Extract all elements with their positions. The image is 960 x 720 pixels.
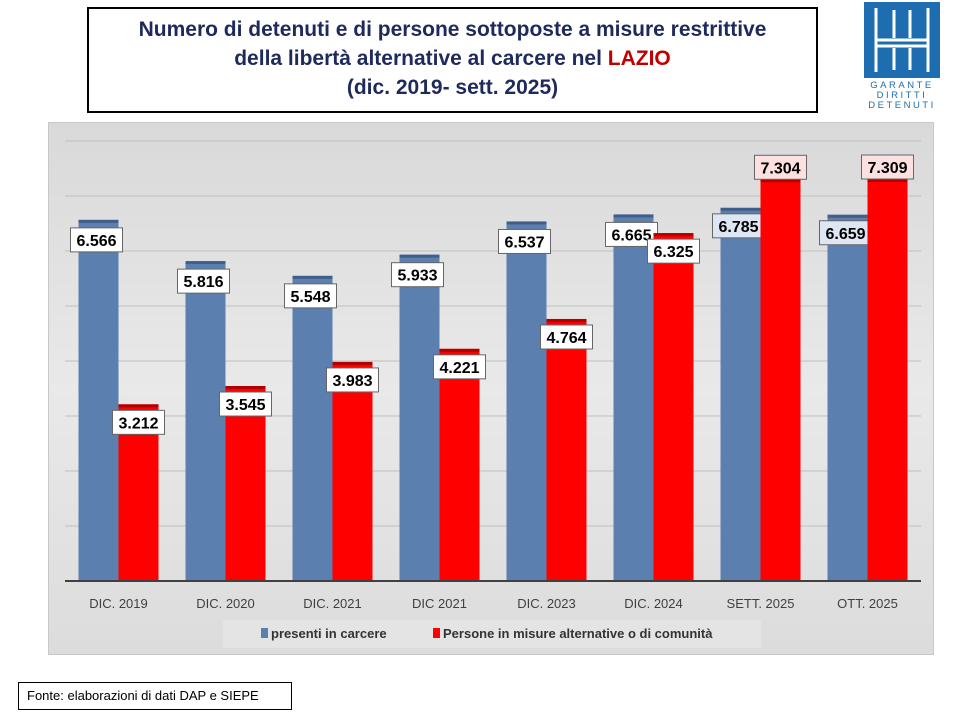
bar-top-edge bbox=[867, 179, 908, 183]
x-tick-label: OTT. 2025 bbox=[837, 596, 898, 611]
data-label-box bbox=[284, 283, 337, 309]
data-label-box bbox=[540, 324, 593, 350]
bar-alternative bbox=[332, 361, 373, 581]
bar-alternative bbox=[546, 318, 587, 581]
data-label: 6.566 bbox=[76, 233, 116, 250]
title-line-2: della libertà alternative al carcere nel… bbox=[234, 47, 671, 70]
bar-carcere bbox=[185, 261, 226, 581]
bar-top-edge bbox=[439, 348, 480, 352]
x-tick-label: DIC 2021 bbox=[412, 596, 467, 611]
bar-top-edge bbox=[292, 275, 333, 279]
svg-text:DIRITTI: DIRITTI bbox=[877, 90, 928, 101]
data-label: 6.665 bbox=[611, 227, 651, 244]
title-line-1: Numero di detenuti e di persone sottopos… bbox=[138, 18, 767, 41]
bar-top-edge bbox=[760, 179, 801, 183]
data-label-box bbox=[647, 238, 700, 264]
data-label: 5.816 bbox=[183, 274, 223, 291]
bar-top-edge bbox=[118, 404, 159, 408]
x-tick-label: DIC. 2024 bbox=[624, 596, 683, 611]
data-label: 6.537 bbox=[504, 234, 544, 251]
data-label-box bbox=[819, 220, 872, 246]
data-label: 6.325 bbox=[653, 244, 693, 261]
data-label-box bbox=[112, 409, 165, 435]
bar-alternative bbox=[867, 179, 908, 581]
bar-carcere bbox=[720, 207, 761, 581]
bar-top-edge bbox=[653, 233, 694, 237]
chart-title: Numero di detenuti e di persone sottopos… bbox=[87, 7, 818, 113]
source-note: Fonte: elaborazioni di dati DAP e SIEPE bbox=[18, 682, 292, 710]
svg-text:DETENUTI: DETENUTI bbox=[868, 100, 936, 110]
bar-top-edge bbox=[827, 214, 868, 218]
legend-swatch bbox=[433, 628, 440, 638]
chart-panel: 6.566 3.212 DIC. 2019 5.816 3.545 DIC. 2020 5.… bbox=[48, 122, 934, 655]
bar-top-edge bbox=[185, 261, 226, 265]
bar-carcere bbox=[506, 221, 547, 581]
region-highlight: LAZIO bbox=[607, 47, 671, 70]
bar-top-edge bbox=[399, 254, 440, 258]
data-label: 7.304 bbox=[760, 160, 800, 177]
bar-top-edge bbox=[506, 221, 547, 225]
legend-label: presenti in carcere bbox=[271, 626, 387, 641]
data-label: 3.983 bbox=[332, 373, 372, 390]
bar-chart: 6.566 3.212 DIC. 2019 5.816 3.545 DIC. 2020 5.… bbox=[65, 140, 921, 648]
bar-carcere bbox=[292, 275, 333, 581]
garante-logo: GARANTE DIRITTI DETENUTI bbox=[864, 2, 940, 110]
x-tick-label: DIC. 2023 bbox=[517, 596, 576, 611]
bar-carcere bbox=[399, 254, 440, 581]
data-label: 4.221 bbox=[439, 360, 479, 377]
data-label-box bbox=[391, 262, 444, 288]
bar-alternative bbox=[653, 233, 694, 581]
legend-swatch bbox=[261, 628, 268, 638]
bar-alternative bbox=[760, 179, 801, 581]
bar-top-edge bbox=[225, 386, 266, 390]
title-line-3: (dic. 2019- sett. 2025) bbox=[346, 76, 559, 99]
x-tick-label: DIC. 2020 bbox=[196, 596, 255, 611]
bar-alternative bbox=[225, 386, 266, 581]
bar-top-edge bbox=[720, 207, 761, 211]
svg-text:GARANTE: GARANTE bbox=[870, 80, 933, 91]
data-label-box bbox=[861, 154, 914, 180]
data-label-box bbox=[70, 227, 123, 253]
legend-box bbox=[223, 620, 761, 648]
bar-top-edge bbox=[78, 219, 119, 223]
data-label: 3.212 bbox=[118, 415, 158, 432]
data-label: 6.659 bbox=[825, 226, 865, 243]
data-label-box bbox=[754, 154, 807, 180]
data-label-box bbox=[712, 213, 765, 239]
x-tick-label: DIC. 2019 bbox=[89, 596, 148, 611]
data-label: 6.785 bbox=[718, 219, 758, 236]
bar-top-edge bbox=[332, 361, 373, 365]
bar-top-edge bbox=[546, 318, 587, 322]
bar-carcere bbox=[613, 214, 654, 582]
bar-carcere bbox=[78, 219, 119, 581]
data-label: 7.309 bbox=[867, 160, 907, 177]
x-tick-label: DIC. 2021 bbox=[303, 596, 362, 611]
legend-label: Persone in misure alternative o di comun… bbox=[443, 626, 713, 641]
data-label-box bbox=[177, 268, 230, 294]
data-label: 4.764 bbox=[546, 330, 586, 347]
bar-top-edge bbox=[613, 214, 654, 218]
data-label: 5.933 bbox=[397, 268, 437, 285]
bar-alternative bbox=[439, 348, 480, 581]
data-label-box bbox=[433, 354, 486, 380]
data-label-box bbox=[219, 391, 272, 417]
bar-carcere bbox=[827, 214, 868, 581]
x-tick-label: SETT. 2025 bbox=[727, 596, 795, 611]
data-label: 3.545 bbox=[225, 397, 265, 414]
data-label-box bbox=[498, 228, 551, 254]
data-label: 5.548 bbox=[290, 289, 330, 306]
data-label-box bbox=[326, 367, 379, 393]
